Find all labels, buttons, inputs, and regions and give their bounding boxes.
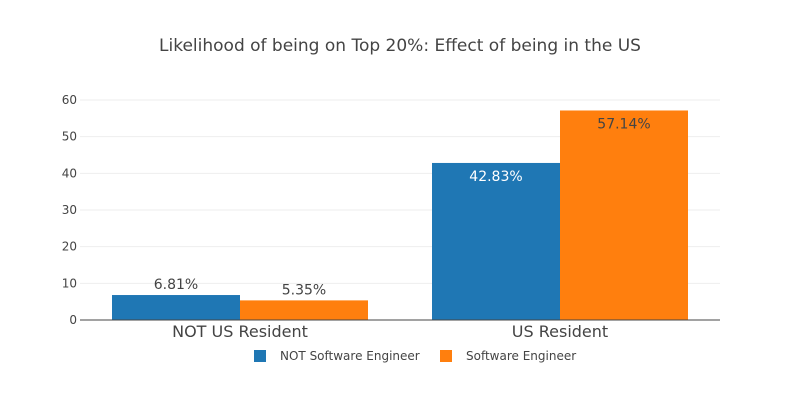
y-tick-label: 20 (62, 240, 77, 254)
y-tick-label: 50 (62, 130, 77, 144)
bars: 6.81% 42.83% 5.35% 57.14% (112, 110, 688, 320)
y-axis-ticks: 0 10 20 30 40 50 60 (62, 93, 77, 327)
bar-not-software-engineer-1 (432, 162, 560, 320)
data-label: 6.81% (154, 277, 198, 293)
data-label: 42.83% (469, 169, 522, 185)
y-tick-label: 30 (62, 203, 77, 217)
legend-item-0[interactable]: NOT Software Engineer (254, 349, 420, 363)
legend-label: NOT Software Engineer (280, 349, 420, 363)
legend-swatch (440, 350, 452, 362)
y-tick-label: 60 (62, 93, 77, 107)
legend: NOT Software Engineer Software Engineer (254, 349, 576, 363)
data-label: 57.14% (597, 116, 650, 132)
y-tick-label: 0 (69, 313, 77, 327)
x-axis-ticks: NOT US Resident US Resident (172, 322, 608, 341)
y-tick-label: 10 (62, 276, 77, 290)
legend-item-1[interactable]: Software Engineer (440, 349, 576, 363)
bar-software-engineer-1 (560, 110, 688, 320)
chart-title: Likelihood of being on Top 20%: Effect o… (159, 36, 641, 56)
legend-swatch (254, 350, 266, 362)
bar-software-engineer-0 (240, 300, 368, 320)
data-label: 5.35% (282, 282, 326, 298)
x-tick-label: NOT US Resident (172, 322, 308, 341)
bar-not-software-engineer-0 (112, 295, 240, 320)
x-tick-label: US Resident (512, 322, 608, 341)
legend-label: Software Engineer (466, 349, 576, 363)
y-tick-label: 40 (62, 166, 77, 180)
